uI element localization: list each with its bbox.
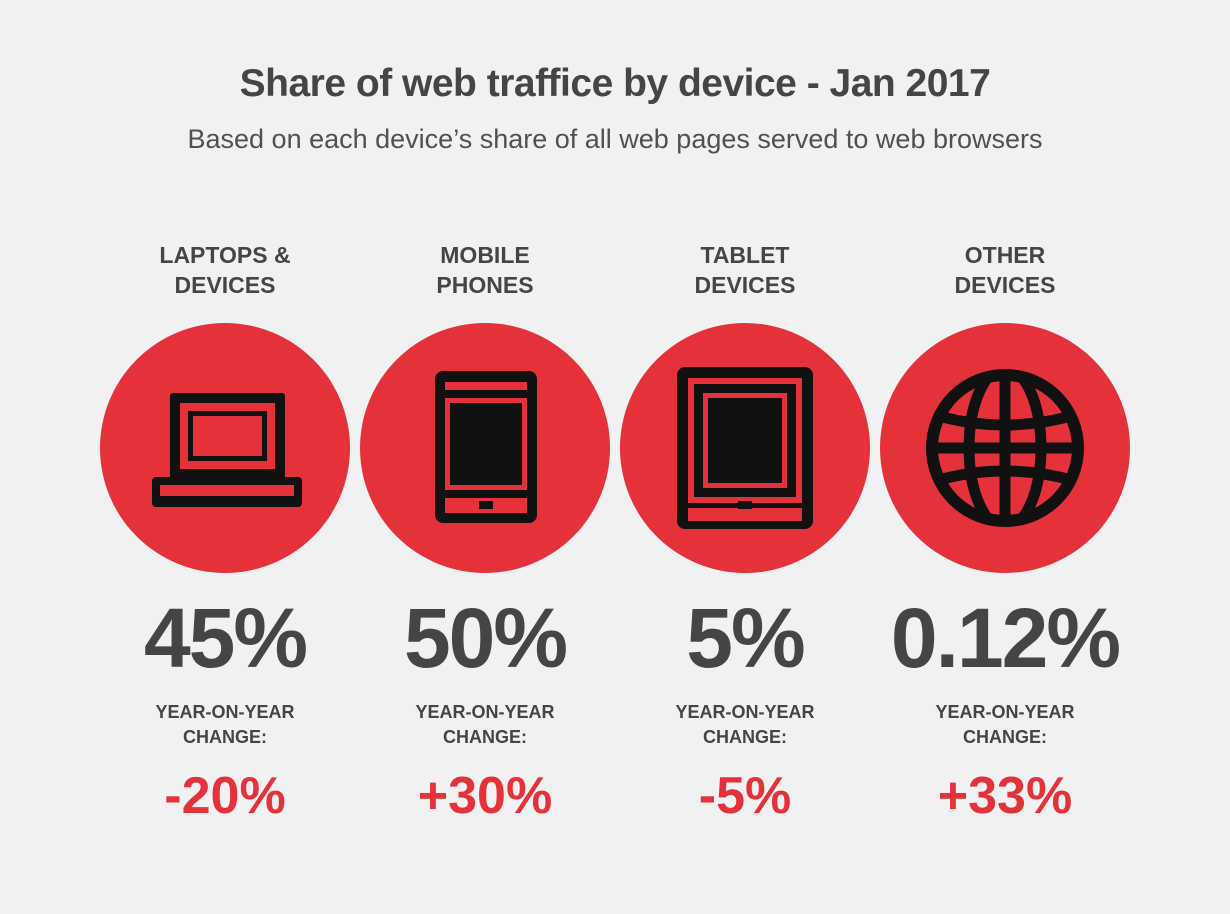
device-column-laptops: LAPTOPS & DEVICES 45% YEAR-ON-YEAR CHANG… bbox=[95, 0, 355, 914]
device-column-other: OTHER DEVICES 0.12% YEAR-ON-YEAR CHANGE:… bbox=[875, 0, 1135, 914]
device-label: OTHER DEVICES bbox=[954, 242, 1056, 298]
chart-title: Share of web traffice by device - Jan 20… bbox=[239, 62, 991, 105]
device-column-mobile: MOBILE PHONES 50% YEAR-ON-YEAR CHANGE: +… bbox=[355, 0, 615, 914]
device-column-tablets: TABLET DEVICES 5% YEAR-ON-YEAR CHANGE: -… bbox=[615, 0, 875, 914]
tablet-icon bbox=[677, 367, 813, 529]
share-value: 0.12% bbox=[890, 591, 1121, 685]
share-value: 5% bbox=[686, 591, 805, 685]
yoy-label: YEAR-ON-YEAR CHANGE: bbox=[155, 702, 295, 747]
yoy-change-value: +30% bbox=[417, 767, 553, 825]
device-circle bbox=[880, 323, 1130, 573]
yoy-change-value: +33% bbox=[937, 767, 1073, 825]
yoy-label: YEAR-ON-YEAR CHANGE: bbox=[675, 702, 815, 747]
device-label: TABLET DEVICES bbox=[694, 242, 796, 298]
device-circle bbox=[100, 323, 350, 573]
device-circle bbox=[620, 323, 870, 573]
globe-icon bbox=[926, 369, 1084, 527]
yoy-label: YEAR-ON-YEAR CHANGE: bbox=[935, 702, 1075, 747]
share-value: 50% bbox=[403, 591, 568, 685]
device-label: LAPTOPS & DEVICES bbox=[159, 242, 291, 298]
chart-subtitle: Based on each device’s share of all web … bbox=[187, 124, 1043, 154]
device-label: MOBILE PHONES bbox=[436, 242, 534, 298]
laptop-icon bbox=[152, 393, 302, 507]
yoy-label: YEAR-ON-YEAR CHANGE: bbox=[415, 702, 555, 747]
mobile-phone-icon bbox=[435, 371, 537, 523]
yoy-change-value: -5% bbox=[698, 767, 792, 825]
share-value: 45% bbox=[143, 591, 308, 685]
device-circle bbox=[360, 323, 610, 573]
yoy-change-value: -20% bbox=[164, 767, 286, 825]
